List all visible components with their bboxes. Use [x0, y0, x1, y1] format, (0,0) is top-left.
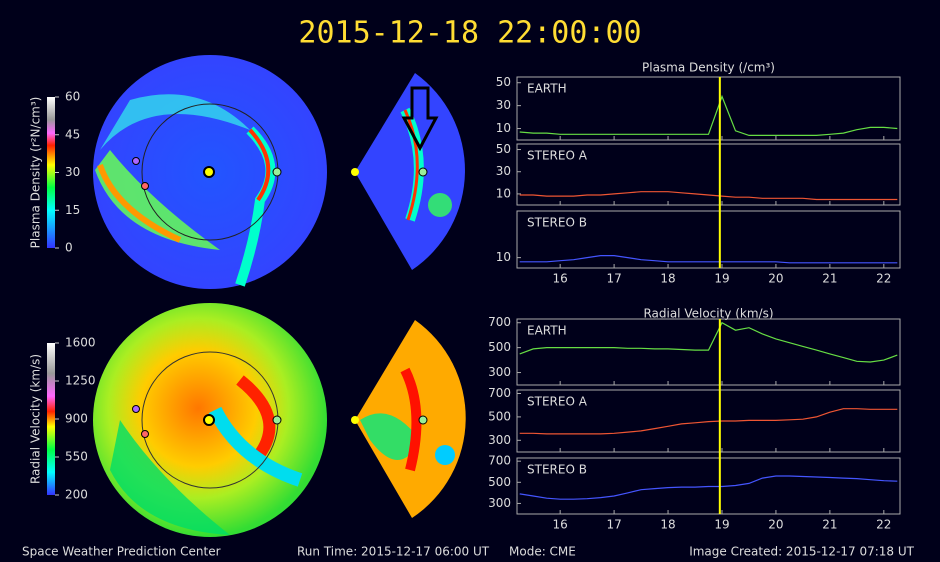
chart-title: Radial Velocity (km/s) [643, 307, 773, 321]
colorbar-tick-label: 0 [65, 241, 73, 255]
panel [516, 389, 901, 453]
series-line [519, 475, 898, 500]
x-tick-label: 19 [714, 272, 729, 286]
footer-run-time: Run Time: 2015-12-17 06:00 UT [297, 545, 490, 559]
y-tick-label: 300 [488, 365, 511, 379]
density-maps [93, 55, 465, 289]
colorbar-label: Plasma Density (r²N/cm³) [29, 97, 43, 249]
x-tick-label: 22 [876, 518, 891, 532]
x-tick-label: 16 [553, 518, 568, 532]
y-tick-label: 500 [488, 475, 511, 489]
y-tick-label: 300 [488, 496, 511, 510]
series-name: STEREO A [527, 395, 588, 409]
panel [516, 76, 901, 141]
colorbar-tick-label: 1600 [65, 336, 96, 350]
panel [516, 318, 901, 386]
y-tick-label: 700 [488, 454, 511, 468]
x-tick-label: 17 [606, 272, 621, 286]
series-line [519, 255, 898, 264]
colorbar-tick-label: 30 [65, 165, 80, 179]
series-line [519, 191, 898, 201]
footer-created: Image Created: 2015-12-17 07:18 UT [689, 545, 914, 559]
series-line [519, 321, 898, 363]
y-tick-label: 50 [496, 142, 511, 156]
colorbar-label: Radial Velocity (km/s) [29, 354, 43, 484]
y-tick-label: 300 [488, 433, 511, 447]
panel [516, 210, 901, 269]
x-tick-label: 16 [553, 272, 568, 286]
series-name: STEREO A [527, 149, 588, 163]
y-tick-label: 10 [496, 121, 511, 135]
y-tick-label: 500 [488, 340, 511, 354]
x-tick-label: 18 [660, 272, 675, 286]
series-name: EARTH [527, 82, 567, 96]
colorbar-tick-label: 200 [65, 488, 88, 502]
colorbar-tick-label: 550 [65, 450, 88, 464]
x-tick-label: 19 [714, 518, 729, 532]
colorbar-tick-label: 1250 [65, 374, 96, 388]
colorbar-tick-label: 900 [65, 412, 88, 426]
series-name: EARTH [527, 324, 567, 338]
x-tick-label: 17 [606, 518, 621, 532]
colorbar [47, 343, 55, 495]
series-line [519, 94, 898, 136]
x-tick-label: 21 [822, 272, 837, 286]
chart-title: Plasma Density (/cm³) [642, 61, 775, 75]
colorbar-tick-label: 15 [65, 203, 80, 217]
y-tick-label: 10 [496, 250, 511, 264]
footer-mode: Mode: CME [509, 545, 576, 559]
page-title: 2015-12-18 22:00:00 [298, 16, 641, 51]
series-name: STEREO B [527, 216, 587, 230]
y-tick-label: 700 [488, 386, 511, 400]
x-tick-label: 20 [768, 272, 783, 286]
panel [516, 143, 901, 206]
x-tick-label: 21 [822, 518, 837, 532]
y-tick-label: 700 [488, 315, 511, 329]
x-tick-label: 18 [660, 518, 675, 532]
velocity-maps [93, 303, 466, 537]
y-tick-label: 50 [496, 75, 511, 89]
y-tick-label: 30 [496, 98, 511, 112]
series-name: STEREO B [527, 463, 587, 477]
colorbar-tick-label: 60 [65, 90, 80, 104]
x-tick-label: 22 [876, 272, 891, 286]
panel [516, 457, 901, 515]
y-tick-label: 10 [496, 186, 511, 200]
footer-org: Space Weather Prediction Center [22, 545, 221, 559]
colorbar [47, 97, 55, 248]
colorbar-tick-label: 45 [65, 127, 80, 141]
x-tick-label: 20 [768, 518, 783, 532]
y-tick-label: 500 [488, 409, 511, 423]
series-line [519, 408, 898, 435]
y-tick-label: 30 [496, 164, 511, 178]
